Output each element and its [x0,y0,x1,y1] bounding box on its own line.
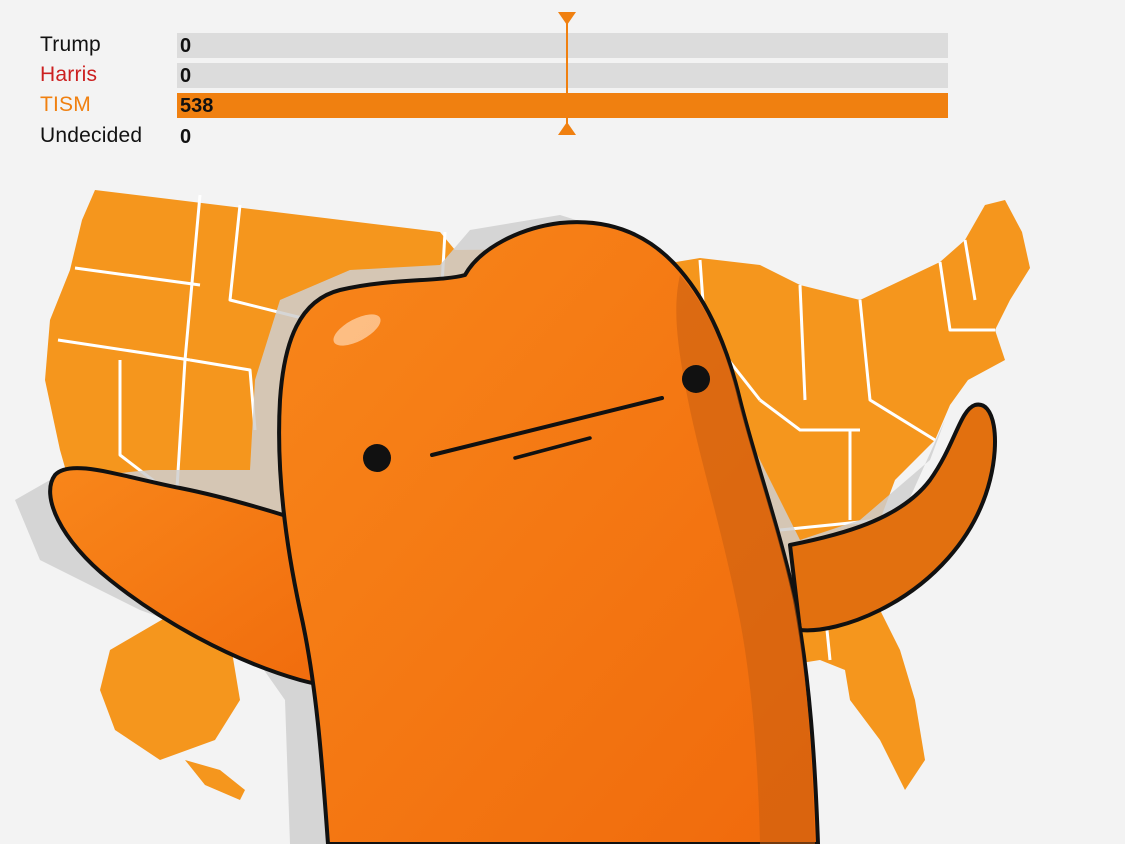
legend-label-harris: Harris [40,63,98,86]
bar-track-harris: 0 [177,63,948,88]
value-label-undecided: 0 [180,126,192,148]
majority-marker-line [566,22,568,124]
bar-track-trump: 0 [177,33,948,58]
marker-triangle-icon [558,122,576,135]
value-label-trump: 0 [180,35,192,57]
legend-label-tism: TISM [40,93,91,116]
value-label-tism: 538 [180,95,214,117]
legend-label-trump: Trump [40,33,101,56]
bar-track-tism: 538 [177,93,948,118]
legend-label-undecided: Undecided [40,124,143,147]
bar-tism [177,93,948,118]
value-label-harris: 0 [180,65,192,87]
marker-triangle-icon [558,12,576,25]
